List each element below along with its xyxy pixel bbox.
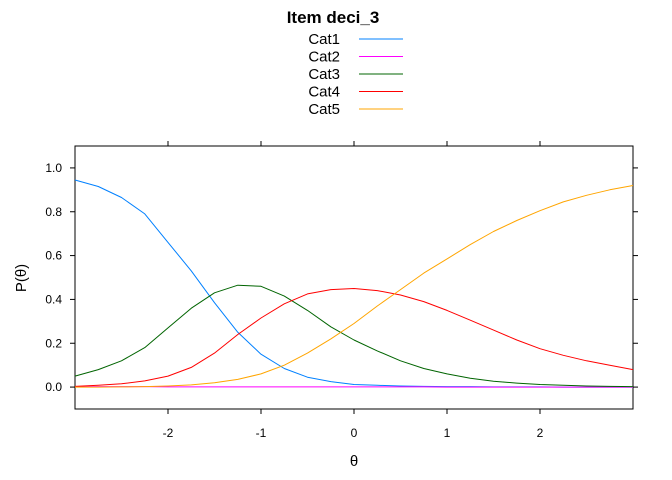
- x-tick-label: 2: [537, 426, 544, 440]
- y-tick-label: 0.6: [45, 249, 62, 263]
- series-line-cat2: [75, 386, 633, 388]
- x-tick-label: 0: [351, 426, 358, 440]
- y-tick-label: 0.2: [45, 336, 62, 350]
- y-tick-label: 0.8: [45, 205, 62, 219]
- series-line-cat5: [75, 185, 634, 388]
- legend-label-cat3: Cat3: [308, 66, 340, 83]
- y-tick-label: 0.4: [45, 292, 62, 306]
- x-axis: -2 -1 0 1 2: [163, 141, 544, 440]
- series-lines: [74, 179, 634, 388]
- series-line-cat1: [74, 179, 633, 388]
- x-tick-label: -1: [256, 426, 267, 440]
- x-tick-label: 1: [444, 426, 451, 440]
- y-axis: 0.0 0.2 0.4 0.6 0.8 1.0: [45, 161, 638, 394]
- x-axis-label: θ: [350, 453, 358, 470]
- legend-label-cat2: Cat2: [308, 49, 340, 66]
- chart-title: Item deci_3: [287, 8, 380, 27]
- plot-border: [74, 145, 634, 410]
- y-axis-label: P(θ): [13, 264, 30, 292]
- series-line-cat4: [74, 288, 634, 387]
- legend-label-cat1: Cat1: [308, 31, 340, 48]
- y-tick-label: 0.0: [45, 380, 62, 394]
- x-tick-label: -2: [163, 426, 174, 440]
- legend-label-cat4: Cat4: [308, 84, 340, 101]
- series-line-cat3: [74, 284, 634, 388]
- legend-label-cat5: Cat5: [308, 101, 340, 118]
- plot-frame: [74, 145, 634, 410]
- y-tick-label: 1.0: [45, 161, 62, 175]
